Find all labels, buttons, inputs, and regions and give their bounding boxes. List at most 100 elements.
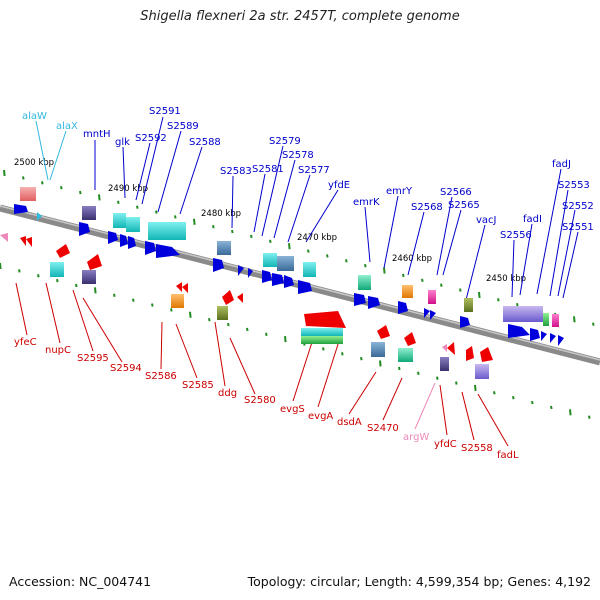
feature-arrow[interactable] [120,234,128,247]
feature-box[interactable] [50,262,64,277]
feature-box[interactable] [171,294,184,308]
feature-arrow[interactable] [284,275,294,288]
gene-label-s2579[interactable]: S2579 [269,136,301,147]
feature-arrow[interactable] [237,293,243,303]
feature-arrow[interactable] [238,265,244,276]
feature-arrow[interactable] [145,241,156,255]
gene-label-argw[interactable]: argW [403,432,429,443]
gene-label-s2585[interactable]: S2585 [182,380,214,391]
feature-box[interactable] [301,328,343,336]
feature-box[interactable] [303,262,316,277]
gene-label-s2552[interactable]: S2552 [562,201,594,212]
feature-box[interactable] [301,336,343,344]
gene-label-emry[interactable]: emrY [386,186,413,197]
gene-label-s2589[interactable]: S2589 [167,121,199,132]
forward-feature-labels[interactable]: alaW alaX mntH glk S2592 S2591 S2589 S25… [22,106,594,241]
feature-arrow[interactable] [480,347,493,362]
gene-label-ddg[interactable]: ddg [218,388,237,399]
gene-label-nupc[interactable]: nupC [45,345,71,356]
reverse-feature-labels[interactable]: yfeC nupC S2595 S2594 S2586 S2585 ddg S2… [14,337,519,461]
feature-box[interactable] [358,275,371,290]
feature-arrow[interactable] [20,236,26,246]
feature-arrow[interactable] [26,237,32,247]
gene-label-s2565[interactable]: S2565 [448,200,480,211]
feature-arrow[interactable] [508,324,530,338]
feature-arrow[interactable] [442,344,447,352]
feature-arrow[interactable] [541,331,547,341]
feature-arrow[interactable] [398,301,408,314]
feature-arrow[interactable] [530,328,540,341]
forward-strand-features[interactable] [14,187,564,346]
feature-arrow[interactable] [377,325,390,339]
gene-label-dsda[interactable]: dsdA [337,417,362,428]
feature-box[interactable] [475,364,489,379]
feature-box[interactable] [113,213,126,228]
feature-arrow[interactable] [14,204,28,214]
feature-box[interactable] [440,357,449,371]
feature-box[interactable] [503,306,543,322]
feature-arrow[interactable] [298,280,312,294]
feature-arrow[interactable] [354,293,366,306]
gene-label-s2556[interactable]: S2556 [500,230,532,241]
gene-label-evgs[interactable]: evgS [280,404,305,415]
feature-arrow[interactable] [368,296,380,309]
feature-arrow[interactable] [404,332,416,346]
gene-label-s2578[interactable]: S2578 [282,150,314,161]
gene-label-mnth[interactable]: mntH [83,129,111,140]
gene-label-s2553[interactable]: S2553 [558,180,590,191]
gene-label-s2568[interactable]: S2568 [411,202,443,213]
gene-label-s2581[interactable]: S2581 [252,164,284,175]
gene-label-s2558[interactable]: S2558 [461,443,493,454]
gene-label-s2470[interactable]: S2470 [367,423,399,434]
feature-box[interactable] [82,270,96,284]
feature-arrow[interactable] [304,311,346,328]
gene-label-evga[interactable]: evgA [308,411,333,422]
gene-label-fadl[interactable]: fadL [497,450,519,461]
feature-box[interactable] [217,241,231,255]
gene-label-emrk[interactable]: emrK [353,197,380,208]
feature-arrow[interactable] [213,258,224,272]
feature-arrow[interactable] [262,270,272,283]
gene-label-yfdc[interactable]: yfdC [434,439,457,450]
feature-arrow[interactable] [447,342,455,355]
gene-label-fadi[interactable]: fadI [523,214,542,225]
feature-arrow[interactable] [0,233,8,242]
gene-label-s2577[interactable]: S2577 [298,165,330,176]
feature-arrow[interactable] [550,333,556,343]
gene-label-s2592[interactable]: S2592 [135,133,167,144]
feature-arrow[interactable] [108,231,118,244]
feature-arrow[interactable] [182,283,188,293]
gene-label-s2566[interactable]: S2566 [440,187,472,198]
feature-box[interactable] [428,290,436,304]
feature-box[interactable] [402,285,413,298]
feature-box[interactable] [543,313,549,326]
feature-box[interactable] [277,256,294,271]
gene-label-yfde[interactable]: yfdE [328,180,350,191]
gene-label-glk[interactable]: glk [115,137,130,148]
feature-arrow[interactable] [87,254,102,270]
feature-arrow[interactable] [37,212,42,221]
gene-label-s2551[interactable]: S2551 [562,222,594,233]
feature-box[interactable] [82,206,96,220]
feature-box[interactable] [217,306,228,320]
feature-arrow[interactable] [128,236,136,249]
gene-label-s2591[interactable]: S2591 [149,106,181,117]
feature-arrow[interactable] [460,316,470,328]
feature-arrow[interactable] [558,335,564,346]
feature-arrow[interactable] [176,282,182,292]
gene-label-fadj[interactable]: fadJ [552,159,571,170]
gene-label-s2586[interactable]: S2586 [145,371,177,382]
feature-box[interactable] [126,217,140,232]
gene-label-s2594[interactable]: S2594 [110,363,142,374]
feature-box[interactable] [148,222,186,240]
gene-label-alaw[interactable]: alaW [22,111,47,122]
feature-arrow[interactable] [79,222,90,236]
feature-box[interactable] [263,253,277,267]
feature-arrow[interactable] [424,308,430,318]
gene-label-alax[interactable]: alaX [56,121,78,132]
feature-arrow[interactable] [272,273,284,286]
feature-box[interactable] [371,342,385,357]
feature-box[interactable] [464,298,473,312]
feature-arrow[interactable] [56,244,70,258]
